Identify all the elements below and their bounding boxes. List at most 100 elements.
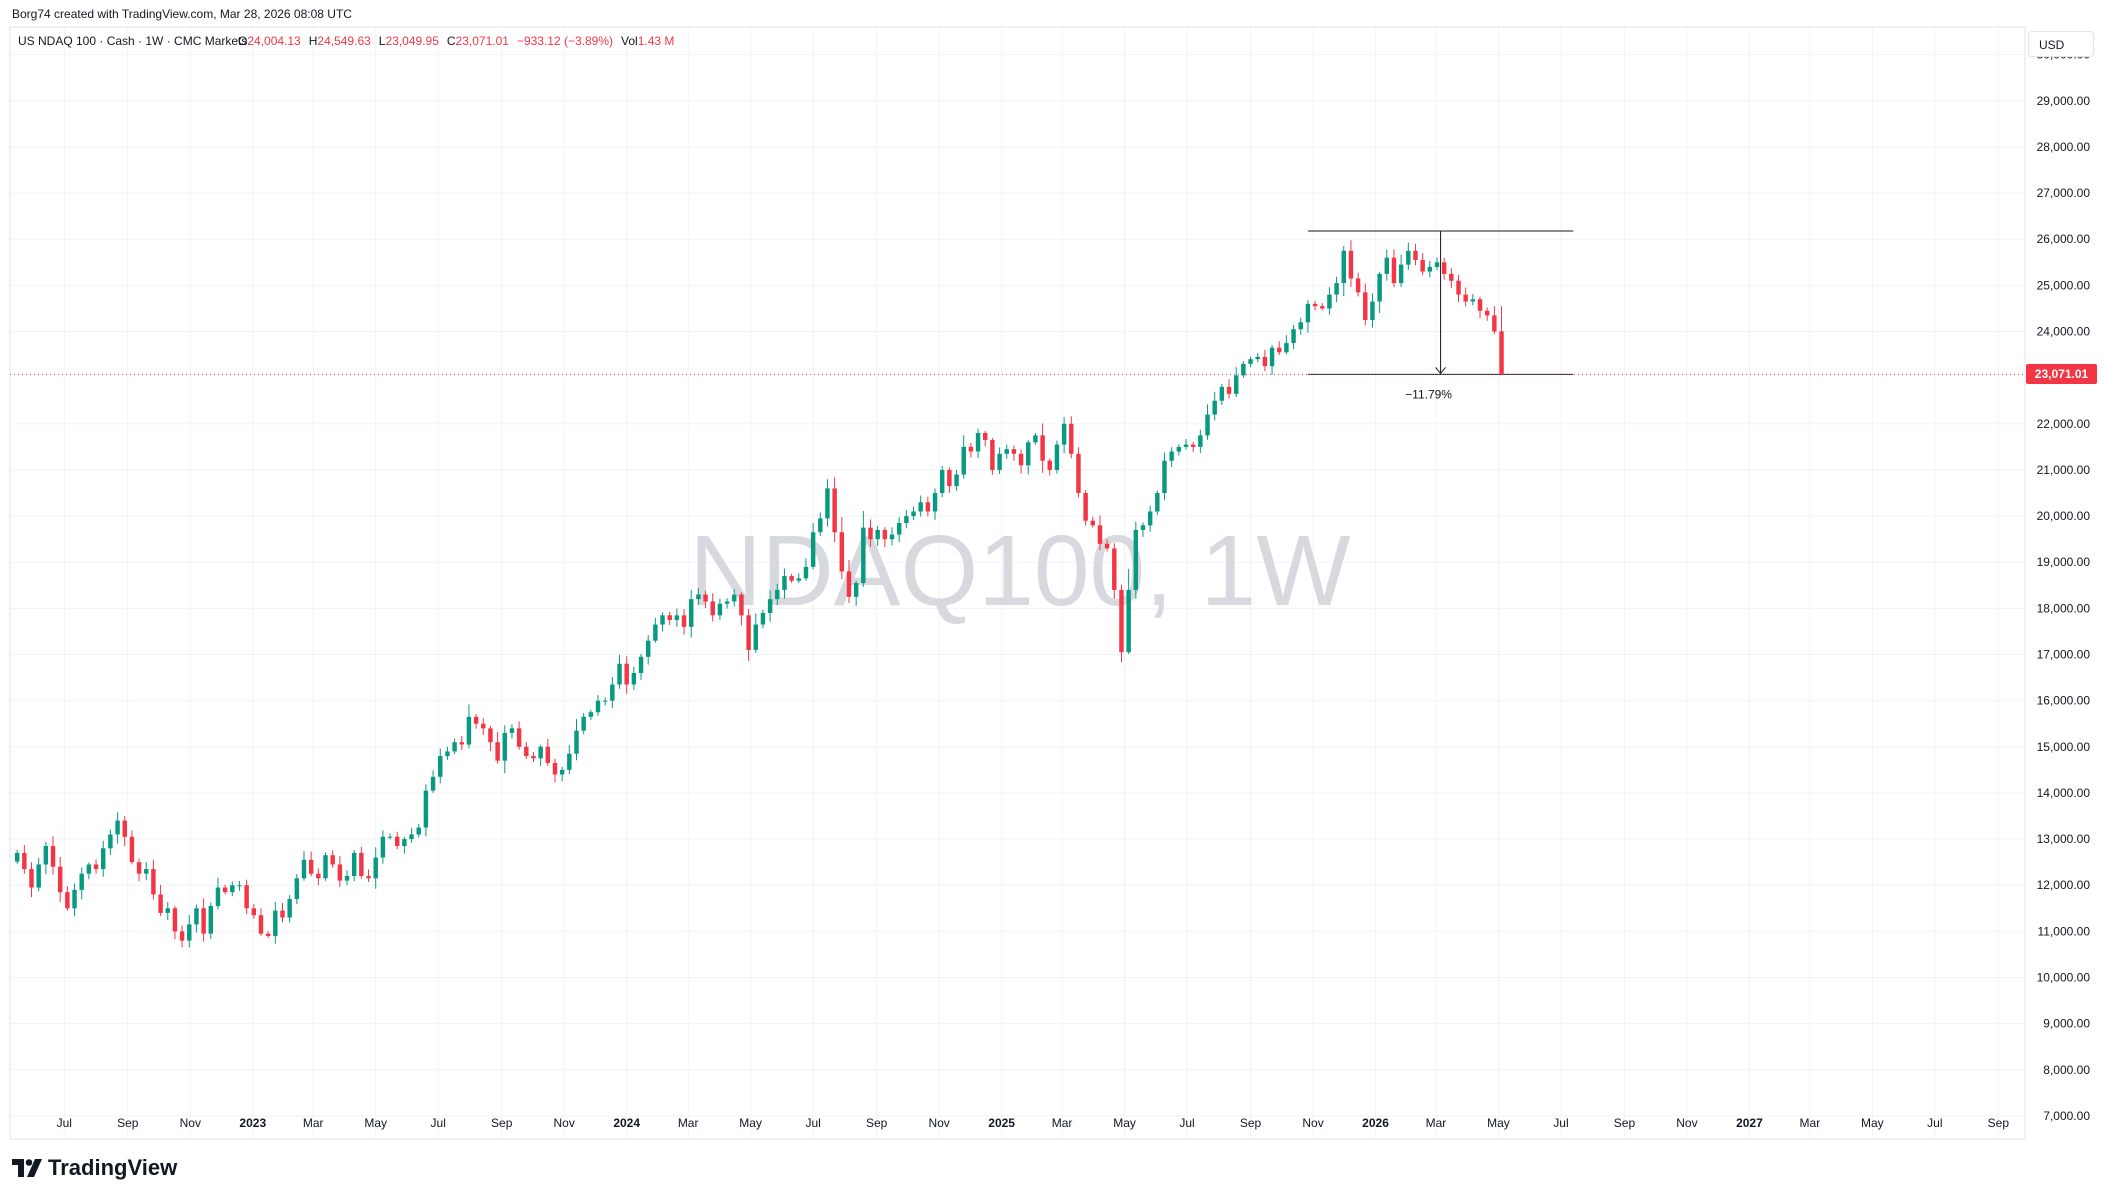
candle-body — [337, 864, 343, 881]
candle-body — [366, 875, 371, 879]
candle-body — [1140, 525, 1146, 530]
candle-body — [861, 527, 866, 583]
candle-body — [1298, 322, 1303, 330]
candle-body — [1384, 257, 1390, 274]
candle-body — [36, 864, 41, 888]
candle-body — [287, 899, 292, 918]
candle-body — [1434, 262, 1440, 267]
candle-body — [1499, 331, 1504, 375]
change-value: −933.12 (−3.89%) — [517, 34, 613, 48]
candle-body — [818, 518, 823, 533]
candle-body — [789, 576, 794, 581]
candle-body — [896, 523, 902, 535]
candle-body — [323, 855, 328, 879]
candle-body — [1076, 453, 1081, 494]
high-value: 24,549.63 — [317, 34, 371, 48]
candle-body — [839, 532, 845, 572]
candle-body — [387, 836, 393, 838]
candle-body — [1269, 347, 1275, 367]
candle-body — [359, 852, 364, 876]
candle-body — [43, 846, 49, 865]
candle-body — [574, 730, 579, 754]
chart-credit: Borg74 created with TradingView.com, Mar… — [12, 7, 352, 21]
candle-body — [251, 908, 257, 916]
candle-body — [882, 529, 888, 540]
candle-body — [409, 834, 414, 840]
candle-body — [1470, 299, 1476, 302]
candle-body — [351, 852, 357, 876]
candle-body — [1126, 589, 1131, 653]
candle-body — [265, 933, 271, 936]
legend-header: US NDAQ 100 · Cash · 1W · CMC Markets O2… — [18, 34, 674, 48]
candle-body — [158, 894, 163, 913]
candle-body — [602, 700, 608, 702]
candle-body — [194, 908, 199, 925]
candle-body — [187, 924, 192, 941]
candle-body — [373, 857, 378, 879]
candle-body — [1083, 493, 1088, 521]
price-tick-label: 25,000.00 — [2037, 278, 2091, 292]
candle-body — [667, 615, 672, 620]
candle-body — [552, 762, 558, 775]
candle-body — [1406, 250, 1411, 265]
time-tick-label: Jul — [1927, 1116, 1942, 1130]
candle-body — [617, 663, 622, 685]
price-tick-label: 22,000.00 — [2037, 417, 2091, 431]
candle-body — [208, 905, 214, 934]
candle-body — [660, 615, 665, 625]
candle-body — [853, 583, 859, 597]
candle-body — [1061, 423, 1067, 445]
candle-body — [997, 453, 1002, 470]
candle-body — [402, 839, 407, 847]
candle-body — [108, 834, 113, 849]
candle-body — [50, 846, 56, 867]
currency-selector[interactable]: USD — [2028, 31, 2094, 57]
price-tick-label: 15,000.00 — [2037, 740, 2091, 754]
candle-body — [868, 527, 873, 540]
candle-body — [1420, 260, 1425, 272]
candle-body — [280, 910, 285, 918]
candle-body — [746, 615, 751, 650]
candle-body — [1090, 520, 1096, 526]
candle-body — [638, 656, 644, 673]
candle-body — [717, 603, 723, 616]
last-price-badge: 23,071.01 — [2026, 364, 2097, 385]
candle-body — [65, 892, 70, 909]
time-tick-label: Mar — [678, 1116, 699, 1130]
candle-body — [1456, 280, 1461, 295]
candle-body — [1277, 347, 1282, 353]
candle-body — [531, 756, 536, 759]
candle-body — [1327, 294, 1332, 309]
candle-body — [753, 624, 758, 650]
time-axis[interactable]: Jul Sep Nov 2023 Mar May Jul Sep Nov 2024 Mar May Ju… — [57, 1116, 2010, 1130]
candle-body — [79, 873, 84, 890]
candle-body — [93, 864, 99, 870]
candle-body — [165, 908, 170, 913]
candle-body — [1248, 359, 1253, 364]
measure-tool[interactable] — [1307, 230, 1574, 375]
time-tick-label: Nov — [928, 1116, 949, 1130]
candle-body — [1233, 375, 1239, 394]
candle-body — [344, 875, 350, 881]
candle-body — [889, 534, 895, 540]
time-tick-label: Jul — [1553, 1116, 1568, 1130]
price-tick-label: 19,000.00 — [2037, 555, 2091, 569]
price-tick-label: 29,000.00 — [2037, 94, 2091, 108]
candle-body — [459, 742, 464, 745]
price-axis[interactable]: 30,000.0029,000.0028,000.0027,000.0026,0… — [2037, 48, 2091, 1123]
chart-border — [9, 26, 2026, 1140]
price-tick-label: 17,000.00 — [2037, 648, 2091, 662]
candle-body — [775, 589, 780, 600]
brand-name: TradingView — [48, 1155, 178, 1180]
time-tick-label: Nov — [554, 1116, 575, 1130]
volume-value: 1.43 M — [638, 34, 675, 48]
candle-body — [538, 746, 543, 759]
price-tick-label: 13,000.00 — [2037, 832, 2091, 846]
tradingview-logo-icon — [12, 1159, 42, 1177]
tradingview-brand[interactable]: TradingView — [12, 1154, 177, 1182]
candle-body — [689, 599, 694, 627]
candle-body — [545, 746, 551, 763]
low-label: L — [379, 34, 386, 48]
candle-body — [975, 433, 981, 452]
